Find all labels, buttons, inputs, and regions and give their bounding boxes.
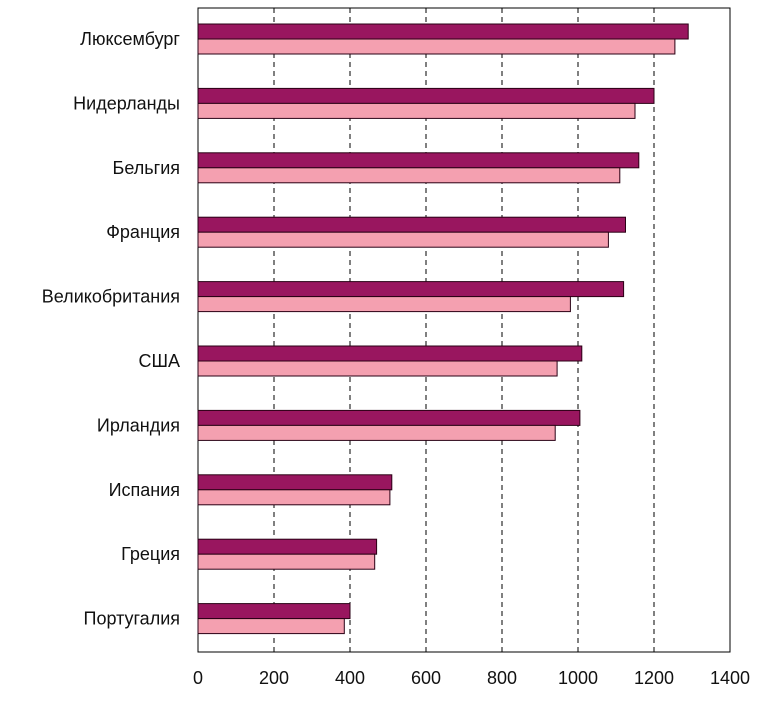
category-label: Франция (106, 222, 180, 242)
bar-2-8 (197, 489, 391, 506)
x-tick-label: 1400 (710, 668, 750, 688)
bar-2-7 (197, 424, 556, 441)
category-label: Нидерланды (73, 93, 180, 113)
category-label: Греция (121, 544, 180, 564)
bar-2-2 (197, 102, 636, 119)
category-label: Бельгия (113, 158, 180, 178)
category-label: Португалия (84, 609, 181, 629)
x-tick-label: 800 (487, 668, 517, 688)
category-label: Испания (109, 480, 180, 500)
x-axis-tick-labels: 0 200 400 600 800 1000 1200 1400 (193, 668, 750, 688)
category-labels: Люксембург Нидерланды Бельгия Франция Велико… (42, 29, 181, 629)
bar-1-1 (197, 23, 689, 40)
x-tick-label: 0 (193, 668, 203, 688)
bars (197, 23, 689, 635)
bar-2-5 (197, 296, 571, 313)
x-tick-label: 200 (259, 668, 289, 688)
category-label: США (138, 351, 180, 371)
plot-area-frame (197, 7, 731, 653)
bar-1-5 (197, 281, 625, 298)
bar-2-10 (197, 618, 345, 635)
bar-1-10 (197, 603, 351, 620)
bar-2-6 (197, 360, 558, 377)
bar-1-7 (197, 409, 581, 426)
bar-1-8 (197, 474, 393, 491)
bar-2-9 (197, 553, 376, 570)
x-tick-label: 600 (411, 668, 441, 688)
category-label: Ирландия (97, 415, 180, 435)
x-tick-label: 400 (335, 668, 365, 688)
bar-1-9 (197, 538, 378, 555)
bar-2-3 (197, 167, 621, 184)
bar-1-2 (197, 87, 655, 104)
x-tick-label: 1200 (634, 668, 674, 688)
bar-1-4 (197, 216, 626, 233)
category-label: Люксембург (80, 29, 180, 49)
bar-2-4 (197, 231, 609, 248)
category-label: Великобритания (42, 287, 180, 307)
x-tick-label: 1000 (558, 668, 598, 688)
bar-1-3 (197, 152, 640, 169)
bar-1-6 (197, 345, 583, 362)
bar-2-1 (197, 38, 676, 55)
